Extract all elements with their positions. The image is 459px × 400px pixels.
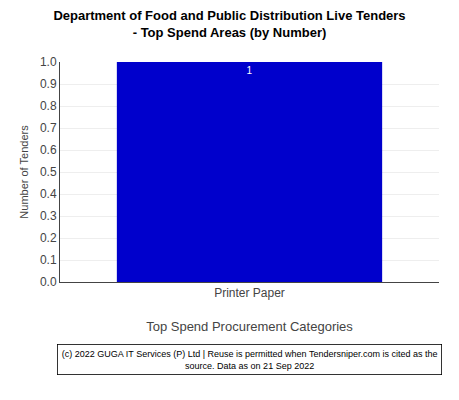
svg-text:Top Spend Procurement Categori: Top Spend Procurement Categories [146,319,353,334]
svg-text:0.6: 0.6 [40,143,57,157]
svg-text:Department of Food and Public: Department of Food and Public Distributi… [53,8,405,40]
svg-text:(c) 2022 GUGA IT Services (P): (c) 2022 GUGA IT Services (P) Ltd | Reus… [62,349,438,371]
svg-text:1.0: 1.0 [40,55,57,69]
svg-text:1: 1 [247,65,253,76]
svg-text:0.8: 0.8 [40,99,57,113]
svg-text:Number of Tenders: Number of Tenders [18,125,30,219]
svg-text:0.7: 0.7 [40,121,57,135]
svg-text:Printer Paper: Printer Paper [214,286,285,300]
svg-text:0.2: 0.2 [40,231,57,245]
svg-text:0.9: 0.9 [40,77,57,91]
svg-text:0.3: 0.3 [40,209,57,223]
svg-text:0.0: 0.0 [40,275,57,289]
svg-text:0.4: 0.4 [40,187,57,201]
svg-text:0.1: 0.1 [40,253,57,267]
svg-text:0.5: 0.5 [40,165,57,179]
